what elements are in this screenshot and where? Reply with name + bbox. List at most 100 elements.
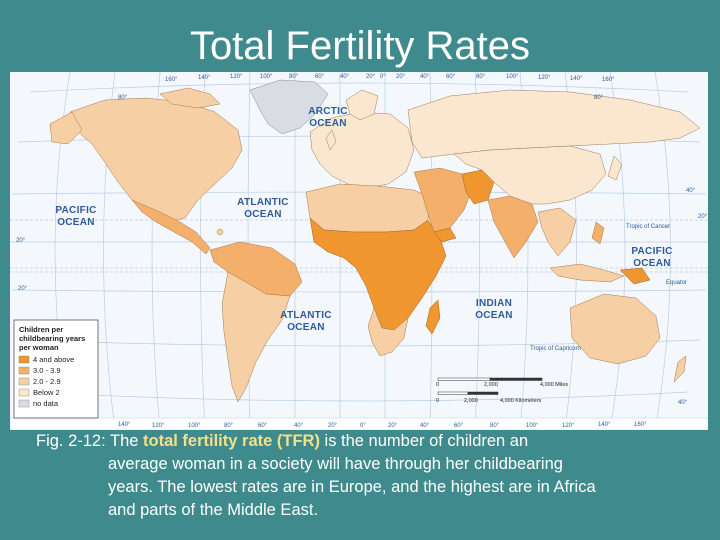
southeast-asia <box>537 207 577 257</box>
top-lon-12: 80° <box>476 74 486 80</box>
caption-line-4: and parts of the Middle East. <box>108 501 319 519</box>
legend-swatch-below-2 <box>18 388 30 397</box>
scale-km-mid: 2,000 <box>464 398 478 404</box>
legend-label-4-and-above: 4 and above <box>33 355 74 364</box>
bottom-lon-8: 20° <box>388 423 398 429</box>
pacific-west-label-1: PACIFIC <box>55 205 96 216</box>
antarctica <box>10 417 708 430</box>
lat-n20-right: 20° <box>698 214 708 220</box>
top-longitude-labels: 160° 140° 120° 100° 80° 60° 40° 20° 0° 2… <box>165 74 615 83</box>
world-map: ARCTIC OCEAN PACIFIC OCEAN ATLANTIC OCEA… <box>10 72 708 430</box>
top-lon-7: 20° <box>366 74 376 80</box>
lat-n80-right: 80° <box>594 95 604 101</box>
russia <box>407 89 701 159</box>
top-lon-10: 40° <box>420 74 430 80</box>
bottom-lon-14: 140° <box>598 422 611 428</box>
arctic-ocean-label-2: OCEAN <box>309 118 347 129</box>
bottom-lon-13: 120° <box>562 423 575 429</box>
indian-ocean-label-2: OCEAN <box>475 310 513 321</box>
top-lon-3: 100° <box>260 74 273 80</box>
scale-miles-seg-1 <box>437 377 491 381</box>
scale-km-seg-2 <box>467 391 499 395</box>
atlantic-north-label-2: OCEAN <box>244 209 282 220</box>
bottom-lon-4: 60° <box>258 423 268 429</box>
bottom-lon-2: 100° <box>188 423 201 429</box>
papua-new-guinea <box>619 267 651 285</box>
atlantic-north-label-1: ATLANTIC <box>237 197 289 208</box>
bottom-lon-15: 160° <box>634 422 647 428</box>
bottom-lon-6: 20° <box>328 423 338 429</box>
legend-label-2-0-2-9: 2.0 - 2.9 <box>33 377 61 386</box>
equator-label: Equator <box>666 280 687 286</box>
slide-title: Total Fertility Rates <box>189 24 531 68</box>
yemen <box>433 227 457 243</box>
legend-label-no-data: no data <box>33 399 59 408</box>
arctic-ocean-label-1: ARCTIC <box>308 106 348 117</box>
greenland <box>249 79 329 135</box>
top-lon-5: 60° <box>315 74 325 80</box>
scale-miles-start: 0 <box>436 382 439 388</box>
top-lon-14: 120° <box>538 75 551 81</box>
uk <box>325 129 337 151</box>
north-africa <box>305 183 431 233</box>
legend-swatch-no-data <box>18 399 30 408</box>
bottom-lon-1: 120° <box>152 423 165 429</box>
caribbean <box>216 228 224 236</box>
atlantic-south-label-2: OCEAN <box>287 322 325 333</box>
legend-title-3: per woman <box>19 343 59 352</box>
top-lon-16: 160° <box>602 77 615 83</box>
caption-highlight-term: total fertility rate (TFR) <box>143 432 320 450</box>
top-lon-9: 20° <box>396 74 406 80</box>
figure-caption: Fig. 2-12: The total fertility rate (TFR… <box>36 430 696 522</box>
madagascar <box>425 299 441 335</box>
lat-n20-left: 20° <box>16 238 26 244</box>
top-lon-15: 140° <box>570 76 583 82</box>
bottom-longitude-labels: 140° 120° 100° 80° 60° 40° 20° 0° 20° 40… <box>118 422 647 429</box>
indonesia <box>549 263 625 283</box>
east-asia <box>453 145 607 205</box>
top-lon-0: 160° <box>165 77 178 83</box>
legend-title-1: Children per <box>19 325 63 334</box>
lat-n40-right: 40° <box>686 188 696 194</box>
legend-label-below-2: Below 2 <box>33 388 60 397</box>
legend-swatch-3-0-3-9 <box>18 366 30 375</box>
indian-ocean-label-1: INDIAN <box>476 298 512 309</box>
scale-bar: 0 2,000 4,000 Miles 0 2,000 4,000 Kilome… <box>436 377 568 404</box>
scale-km-end: 4,000 Kilometers <box>500 398 542 404</box>
top-lon-6: 40° <box>340 74 350 80</box>
top-lon-2: 120° <box>230 74 243 80</box>
bottom-lon-9: 40° <box>420 423 430 429</box>
legend-label-3-0-3-9: 3.0 - 3.9 <box>33 366 61 375</box>
caption-line-1: Fig. 2-12: The total fertility rate (TFR… <box>36 430 696 453</box>
tropic-capricorn-label: Tropic of Capricorn <box>530 346 581 352</box>
legend-title-2: childbearing years <box>19 334 85 343</box>
arctic-islands <box>159 87 221 109</box>
japan <box>607 155 623 181</box>
scale-km-start: 0 <box>436 398 439 404</box>
scale-miles-end: 4,000 Miles <box>540 382 568 388</box>
legend-swatch-4-and-above <box>18 355 30 364</box>
bottom-lon-0: 140° <box>118 422 131 428</box>
caption-prefix: Fig. 2-12: The <box>36 432 144 450</box>
latitude-labels: 80° 80° 40° 20° 20° 20° 40° <box>16 95 708 406</box>
bottom-lon-10: 60° <box>454 423 464 429</box>
caption-line-1-rest: is the number of children an <box>319 432 529 450</box>
bottom-lon-12: 100° <box>526 423 539 429</box>
lat-s20-left: 20° <box>18 286 28 292</box>
legend-swatch-2-0-2-9 <box>18 377 30 386</box>
lat-s40-right: 40° <box>678 400 688 406</box>
top-lon-1: 140° <box>198 75 211 81</box>
bottom-lon-11: 80° <box>490 423 500 429</box>
caption-line-3: years. The lowest rates are in Europe, a… <box>108 478 596 496</box>
middle-east <box>413 167 473 233</box>
scale-miles-seg-2 <box>489 377 543 381</box>
southern-africa <box>367 307 409 357</box>
scale-km-seg-1 <box>437 391 469 395</box>
top-lon-13: 100° <box>506 74 519 80</box>
scale-miles-mid: 2,000 <box>484 382 498 388</box>
legend: Children per childbearing years per woma… <box>13 319 99 419</box>
mexico-central-america <box>131 199 211 255</box>
new-zealand <box>673 355 687 383</box>
pacific-east-label-1: PACIFIC <box>631 246 672 257</box>
atlantic-south-label-1: ATLANTIC <box>280 310 332 321</box>
